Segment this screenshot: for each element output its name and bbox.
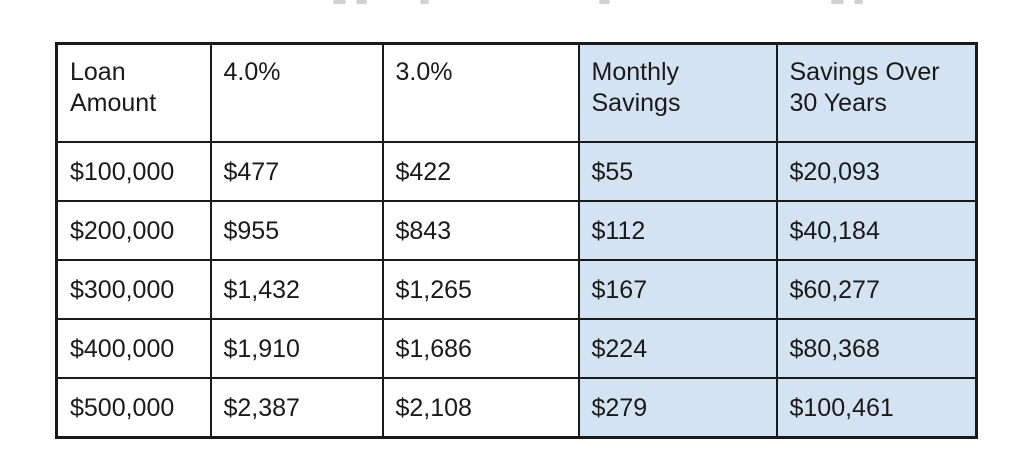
cell-monthly-savings: $112	[577, 200, 778, 261]
cell-savings-30yr: $20,093	[775, 141, 978, 202]
loan-savings-table: Loan Amount 4.0% 3.0% Monthly Savings Sa…	[55, 42, 978, 439]
table-row: $400,000 $1,910 $1,686 $224 $80,368	[55, 318, 978, 379]
cell-payment-4pct: $1,432	[209, 259, 384, 320]
col-header-rate-3: 3.0%	[381, 42, 580, 143]
col-header-loan-amount: Loan Amount	[55, 42, 212, 143]
cell-monthly-savings: $55	[577, 141, 778, 202]
table-row: $200,000 $955 $843 $112 $40,184	[55, 200, 978, 261]
cell-payment-4pct: $1,910	[209, 318, 384, 379]
cropped-text-artifact	[854, 0, 863, 4]
cell-payment-3pct: $1,686	[381, 318, 580, 379]
table-row: $300,000 $1,432 $1,265 $167 $60,277	[55, 259, 978, 320]
cell-payment-3pct: $1,265	[381, 259, 580, 320]
cell-monthly-savings: $167	[577, 259, 778, 320]
cell-loan-amount: $200,000	[55, 200, 212, 261]
cropped-text-artifact	[333, 0, 346, 4]
cell-payment-4pct: $477	[209, 141, 384, 202]
cell-loan-amount: $500,000	[55, 377, 212, 439]
header-row: Loan Amount 4.0% 3.0% Monthly Savings Sa…	[55, 42, 978, 143]
cropped-text-artifact	[831, 0, 844, 4]
cell-payment-3pct: $422	[381, 141, 580, 202]
cell-savings-30yr: $40,184	[775, 200, 978, 261]
cropped-text-artifact	[420, 0, 429, 4]
cell-payment-4pct: $955	[209, 200, 384, 261]
cell-loan-amount: $100,000	[55, 141, 212, 202]
table-row: $500,000 $2,387 $2,108 $279 $100,461	[55, 377, 978, 439]
cell-savings-30yr: $80,368	[775, 318, 978, 379]
table-row: $100,000 $477 $422 $55 $20,093	[55, 141, 978, 202]
cropped-text-artifact	[356, 0, 367, 4]
cell-loan-amount: $400,000	[55, 318, 212, 379]
cell-monthly-savings: $224	[577, 318, 778, 379]
cell-savings-30yr: $100,461	[775, 377, 978, 439]
col-header-rate-4: 4.0%	[209, 42, 384, 143]
cell-payment-4pct: $2,387	[209, 377, 384, 439]
col-header-savings-30-years: Savings Over 30 Years	[775, 42, 978, 143]
cell-payment-3pct: $843	[381, 200, 580, 261]
cell-savings-30yr: $60,277	[775, 259, 978, 320]
cropped-text-artifact	[599, 0, 610, 4]
cell-monthly-savings: $279	[577, 377, 778, 439]
cell-payment-3pct: $2,108	[381, 377, 580, 439]
cell-loan-amount: $300,000	[55, 259, 212, 320]
col-header-monthly-savings: Monthly Savings	[577, 42, 778, 143]
